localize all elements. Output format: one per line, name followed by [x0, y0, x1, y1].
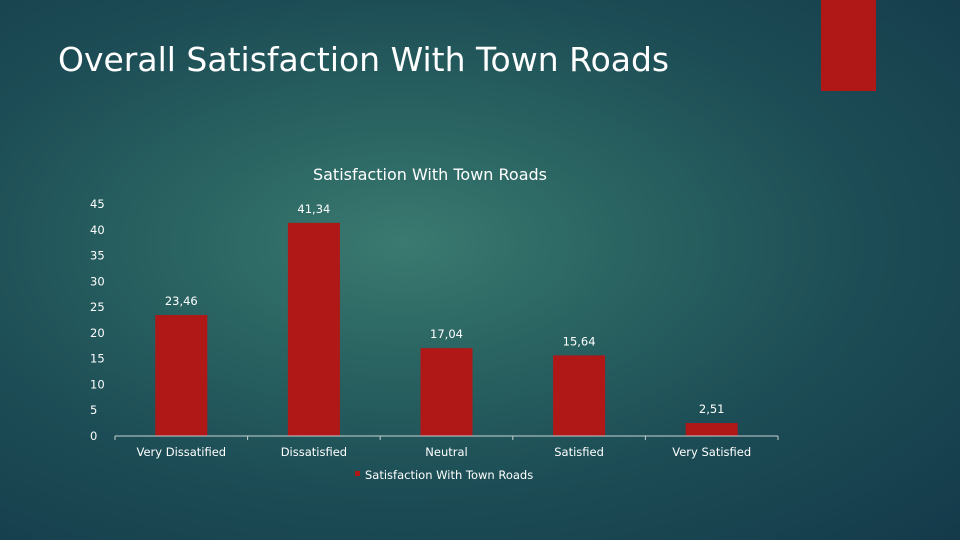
y-axis-ticks: 0 5 10 15 20 25 30 35 40 45 — [90, 197, 105, 443]
y-tick-label: 25 — [90, 300, 105, 314]
y-tick-label: 40 — [90, 223, 105, 237]
legend-label: Satisfaction With Town Roads — [365, 468, 533, 482]
bar — [553, 355, 606, 436]
y-tick-label: 15 — [90, 352, 105, 366]
slide-title: Overall Satisfaction With Town Roads — [58, 40, 670, 79]
x-axis: Very Dissatified Dissatisfied Neutral Satis… — [114, 435, 779, 459]
y-tick-label: 35 — [90, 249, 105, 263]
x-tick-label: Very Satisfied — [672, 445, 751, 459]
y-tick-label: 5 — [90, 403, 97, 417]
y-tick-label: 20 — [90, 326, 105, 340]
y-tick-label: 0 — [90, 429, 97, 443]
chart-title: Satisfaction With Town Roads — [313, 165, 547, 184]
data-label: 17,04 — [430, 327, 463, 341]
y-tick-label: 45 — [90, 197, 105, 211]
x-tick-label: Neutral — [425, 445, 467, 459]
y-tick-label: 30 — [90, 274, 105, 288]
bar — [685, 423, 738, 436]
x-tick-label: Dissatisfied — [281, 445, 347, 459]
bar — [155, 315, 208, 436]
data-label: 23,46 — [165, 294, 198, 308]
bars: 23,46 41,34 17,04 15,64 2,51 — [155, 202, 738, 436]
y-tick-label: 10 — [90, 377, 105, 391]
x-tick-label: Very Dissatified — [136, 445, 226, 459]
accent-bar — [821, 0, 876, 91]
legend-swatch — [355, 471, 360, 476]
x-tick-label: Satisfied — [554, 445, 604, 459]
bar — [287, 222, 340, 436]
legend: Satisfaction With Town Roads — [355, 468, 533, 482]
data-label: 15,64 — [563, 334, 596, 348]
data-label: 41,34 — [297, 202, 330, 216]
data-label: 2,51 — [699, 402, 725, 416]
bar — [420, 348, 473, 436]
